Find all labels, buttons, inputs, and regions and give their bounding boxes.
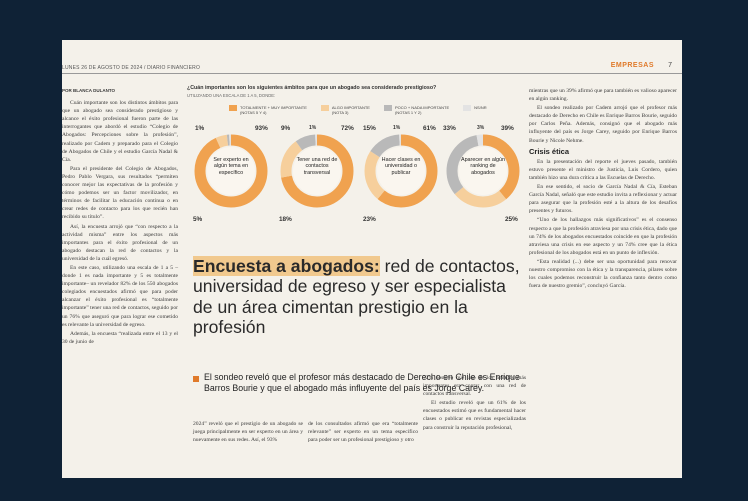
paragraph: mientras que un 39% afirmó que para tamb…: [529, 88, 677, 103]
paragraph: En la presentación del reporte el jueves…: [529, 158, 677, 181]
pct-label: 93%: [255, 125, 268, 132]
legend-item: POCO + NADA IMPORTANTE (NOTAS 1 Y 2): [383, 105, 450, 115]
date-line: LUNES 26 DE AGOSTO DE 2024 / DIARIO FINA…: [62, 65, 201, 71]
donut-chart: Ser experto en algún tema en específico: [193, 133, 269, 209]
paragraph: En ese sentido, el socio de García Nadal…: [529, 184, 677, 215]
pct-label: 3%: [477, 125, 485, 131]
pct-label: 25%: [505, 216, 518, 223]
donut-chart: Hacer clases en universidad o publicar: [363, 133, 439, 209]
legend-label: NS/NR: [474, 105, 487, 110]
pct-label: 61%: [423, 125, 436, 132]
infographic-subtitle: UTILIZANDO UNA ESCALA DE 1 A 5, DONDE:: [187, 93, 276, 98]
article-column-3: 72% sostuvo que uno de los ámbitos más i…: [423, 374, 526, 433]
pct-label: 1%: [309, 125, 317, 131]
byline: POR BLANCA DULANTO: [62, 88, 115, 93]
legend-swatch: [320, 105, 329, 111]
legend-label: ALGO IMPORTANTE: [331, 105, 370, 110]
legend-swatch: [463, 105, 472, 111]
pct-label: 18%: [279, 216, 292, 223]
paragraph: 72% sostuvo que uno de los ámbitos más i…: [423, 375, 526, 398]
donut-segment: [364, 134, 438, 208]
legend-label: TOTALMENTE + MUY IMPORTANTE: [240, 105, 307, 110]
paragraph: “Esta realidad (...) debe ser una oportu…: [529, 258, 677, 290]
legend-swatch: [383, 105, 392, 111]
donut-label: Hacer clases en universidad o publicar: [381, 157, 421, 176]
paragraph: Para el presidente del Colegio de Abogad…: [62, 165, 178, 221]
pct-label: 39%: [501, 125, 514, 132]
section-heading: Crisis ética: [529, 146, 570, 156]
donut-center: [207, 147, 255, 195]
legend-label: POCO + NADA IMPORTANTE: [394, 105, 450, 110]
donut-label: Ser experto en algún tema en específico: [213, 157, 249, 176]
pct-label: 1%: [393, 125, 401, 131]
donut-segment: [446, 134, 520, 208]
pct-label: 1%: [195, 125, 205, 132]
title-highlight: Encuesta a abogados:: [193, 256, 380, 276]
donut-center: [377, 147, 425, 195]
paragraph: El estudio reveló que un 61% de los encu…: [423, 400, 526, 431]
pct-label: 72%: [341, 125, 354, 132]
section-name: EMPRESAS: [610, 62, 654, 69]
donut-chart: Tener una red de contactos transversal: [279, 133, 355, 209]
deck-bullet: [193, 376, 199, 382]
pct-label: 23%: [363, 216, 376, 223]
paragraph: Además, la encuesta “realizada entre el …: [62, 330, 178, 345]
legend-note: (NOTAS 5 Y 4): [240, 110, 267, 115]
legend-note: (NOTA 3): [331, 110, 349, 115]
pct-label: 33%: [443, 125, 456, 132]
article-deck: El sondeo reveló que el profesor más des…: [193, 372, 525, 395]
donut-segment: [194, 134, 268, 208]
donut-center: [293, 147, 341, 195]
page-number: 7: [668, 62, 672, 69]
donut-svg: [364, 134, 438, 208]
paragraph: En este caso, utilizando una escala de 1…: [62, 264, 178, 328]
donut-segment: [446, 134, 520, 208]
article-column-4: mientras que un 39% afirmó que para tamb…: [529, 87, 677, 291]
article-column-2b: de los consultados afirmó que era “total…: [308, 420, 418, 445]
paragraph: 2024” reveló que el prestigio de un abog…: [193, 421, 303, 444]
legend-note: (NOTAS 1 Y 2): [394, 110, 422, 115]
donut-svg: [280, 134, 354, 208]
paragraph: “Uno de los hallazgos más significativos…: [529, 217, 677, 256]
donut-center: [459, 147, 507, 195]
article-column-1: POR BLANCA DULANTO Cuán importante son l…: [62, 87, 178, 347]
donut-svg: [194, 134, 268, 208]
donut-chart: Aparecer en algún ranking de abogados: [445, 133, 521, 209]
pct-label: 5%: [193, 216, 203, 223]
page-header: LUNES 26 DE AGOSTO DE 2024 / DIARIO FINA…: [62, 40, 682, 76]
pct-label: 15%: [363, 125, 376, 132]
infographic: ¿Cuán importantes son los siguientes ámb…: [187, 85, 523, 283]
pct-label: 9%: [281, 125, 291, 132]
paragraph: Cuán importante son los distintos ámbito…: [62, 100, 178, 163]
deck-text: El sondeo reveló que el profesor más des…: [204, 372, 520, 394]
header-rule: [62, 73, 682, 74]
paragraph: de los consultados afirmó que era “total…: [308, 421, 418, 444]
article-title: Encuesta a abogados: red de contactos, u…: [193, 256, 526, 338]
paragraph: El sondeo realizado por Cadem arrojó que…: [529, 105, 677, 144]
legend-item: NS/NR: [463, 105, 487, 115]
paragraph: Así, la encuesta arrojó que “con respect…: [62, 223, 178, 262]
donut-label: Aparecer en algún ranking de abogados: [460, 157, 506, 176]
infographic-legend: TOTALMENTE + MUY IMPORTANTE (NOTAS 5 Y 4)…: [229, 105, 487, 115]
title-rest: red de contactos, universidad de egreso …: [193, 256, 520, 338]
infographic-question: ¿Cuán importantes son los siguientes ámb…: [187, 85, 437, 91]
donut-segment: [364, 134, 438, 208]
legend-item: TOTALMENTE + MUY IMPORTANTE (NOTAS 5 Y 4): [229, 105, 307, 115]
donut-segment: [280, 134, 354, 208]
donut-segment: [446, 134, 520, 208]
donut-label: Tener una red de contactos transversal: [296, 157, 338, 176]
donut-segment: [280, 134, 354, 208]
donut-svg: [446, 134, 520, 208]
article-column-2a: 2024” reveló que el prestigio de un abog…: [193, 420, 303, 445]
legend-swatch: [229, 105, 237, 111]
newspaper-page: LUNES 26 DE AGOSTO DE 2024 / DIARIO FINA…: [62, 40, 682, 478]
legend-item: ALGO IMPORTANTE (NOTA 3): [320, 105, 370, 115]
